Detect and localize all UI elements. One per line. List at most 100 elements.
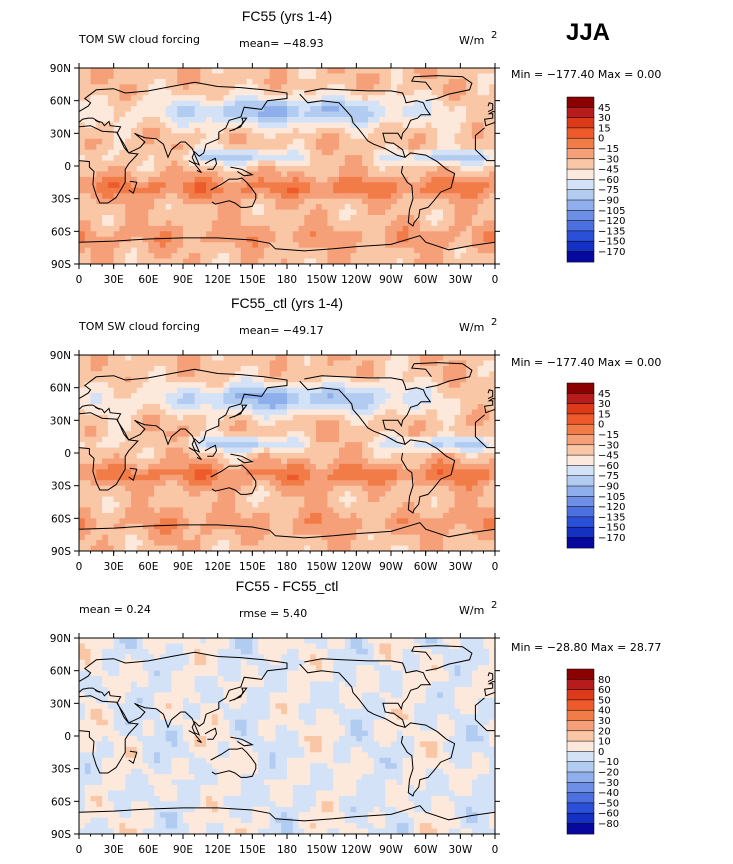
- field-cell: [263, 187, 271, 194]
- field-cell: [188, 220, 195, 227]
- x-tick-label: 30E: [104, 274, 124, 286]
- field-cell: [396, 253, 403, 259]
- field-cell: [159, 247, 167, 254]
- field-cell: [287, 469, 294, 476]
- field-cell: [367, 491, 375, 497]
- field-cell: [466, 68, 473, 74]
- field-cell: [269, 463, 276, 470]
- field-cell: [489, 225, 495, 232]
- field-cell: [165, 453, 172, 459]
- field-cell: [431, 138, 438, 145]
- field-cell: [315, 480, 323, 487]
- field-cell: [419, 187, 427, 194]
- field-cell: [431, 253, 438, 259]
- field-cell: [258, 491, 265, 497]
- field-cell: [194, 111, 201, 118]
- field-cell: [159, 106, 167, 112]
- field-cell: [489, 68, 495, 74]
- field-cell: [263, 365, 271, 372]
- field-cell: [477, 84, 484, 91]
- field-cell: [385, 242, 392, 249]
- field-cell: [310, 398, 317, 405]
- field-cell: [483, 231, 490, 238]
- field-cell: [448, 480, 455, 487]
- field-cell: [292, 166, 299, 172]
- field-cell: [477, 144, 484, 151]
- field-cell: [298, 431, 305, 438]
- field-cell: [154, 453, 161, 459]
- field-cell: [350, 387, 357, 394]
- field-cell: [275, 442, 282, 448]
- field-cell: [419, 512, 427, 519]
- field-cell: [96, 491, 103, 497]
- field-cell: [171, 182, 178, 189]
- field-cell: [298, 95, 305, 102]
- field-cell: [90, 360, 97, 367]
- field-cell: [84, 236, 91, 243]
- field-cell: [96, 365, 103, 372]
- field-cell: [206, 253, 213, 259]
- field-cell: [79, 480, 86, 487]
- field-cell: [466, 193, 473, 200]
- field-cell: [154, 431, 161, 438]
- field-cell: [373, 149, 380, 156]
- field-cell: [327, 122, 334, 129]
- field-cell: [339, 453, 346, 459]
- field-cell: [489, 193, 495, 200]
- field-cell: [194, 187, 201, 194]
- field-cell: [159, 78, 167, 85]
- field-cell: [142, 436, 149, 443]
- colorbar-swatch: [566, 117, 595, 129]
- field-cell: [217, 463, 224, 470]
- field-cell: [188, 496, 195, 503]
- field-cell: [148, 247, 155, 254]
- field-cell: [333, 171, 340, 178]
- field-cell: [414, 193, 421, 200]
- field-cell: [240, 247, 247, 254]
- field-cell: [373, 463, 380, 470]
- field-cell: [356, 166, 363, 172]
- field-cell: [321, 485, 328, 492]
- field-cell: [339, 414, 346, 421]
- field-cell: [471, 507, 479, 514]
- field-cell: [90, 187, 97, 194]
- field-cell: [148, 365, 155, 372]
- field-cell: [466, 398, 473, 405]
- field-cell: [102, 225, 109, 232]
- coastline: [128, 180, 138, 194]
- field-cell: [263, 138, 271, 145]
- field-cell: [362, 220, 369, 227]
- field-cell: [142, 176, 149, 183]
- field-cell: [425, 100, 432, 107]
- colorbar-label: −90: [598, 196, 619, 207]
- field-cell: [148, 117, 155, 123]
- field-cell: [142, 420, 149, 427]
- field-cell: [339, 193, 346, 200]
- field-cell: [102, 512, 109, 519]
- field-cell: [171, 220, 178, 227]
- field-cell: [287, 106, 294, 112]
- field-cell: [107, 382, 115, 389]
- field-cell: [443, 138, 450, 145]
- field-cell: [408, 387, 415, 394]
- field-cell: [275, 512, 282, 519]
- field-cell: [269, 447, 276, 454]
- field-cell: [281, 100, 288, 107]
- field-cell: [211, 458, 219, 465]
- field-cell: [223, 111, 230, 118]
- field-cell: [483, 176, 490, 183]
- field-cell: [113, 420, 120, 427]
- field-cell: [177, 371, 184, 378]
- field-cell: [391, 236, 398, 243]
- field-cell: [177, 453, 184, 459]
- field-cell: [408, 496, 415, 503]
- field-cell: [223, 420, 230, 427]
- field-cell: [310, 365, 317, 372]
- field-cell: [154, 409, 161, 416]
- field-cell: [159, 73, 167, 80]
- field-cell: [281, 111, 288, 118]
- field-cell: [315, 420, 323, 427]
- field-cell: [298, 215, 305, 221]
- field-cell: [235, 225, 242, 232]
- field-cell: [489, 393, 495, 399]
